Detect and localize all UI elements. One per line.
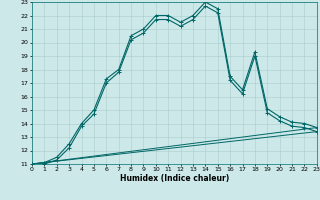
X-axis label: Humidex (Indice chaleur): Humidex (Indice chaleur) — [120, 174, 229, 183]
